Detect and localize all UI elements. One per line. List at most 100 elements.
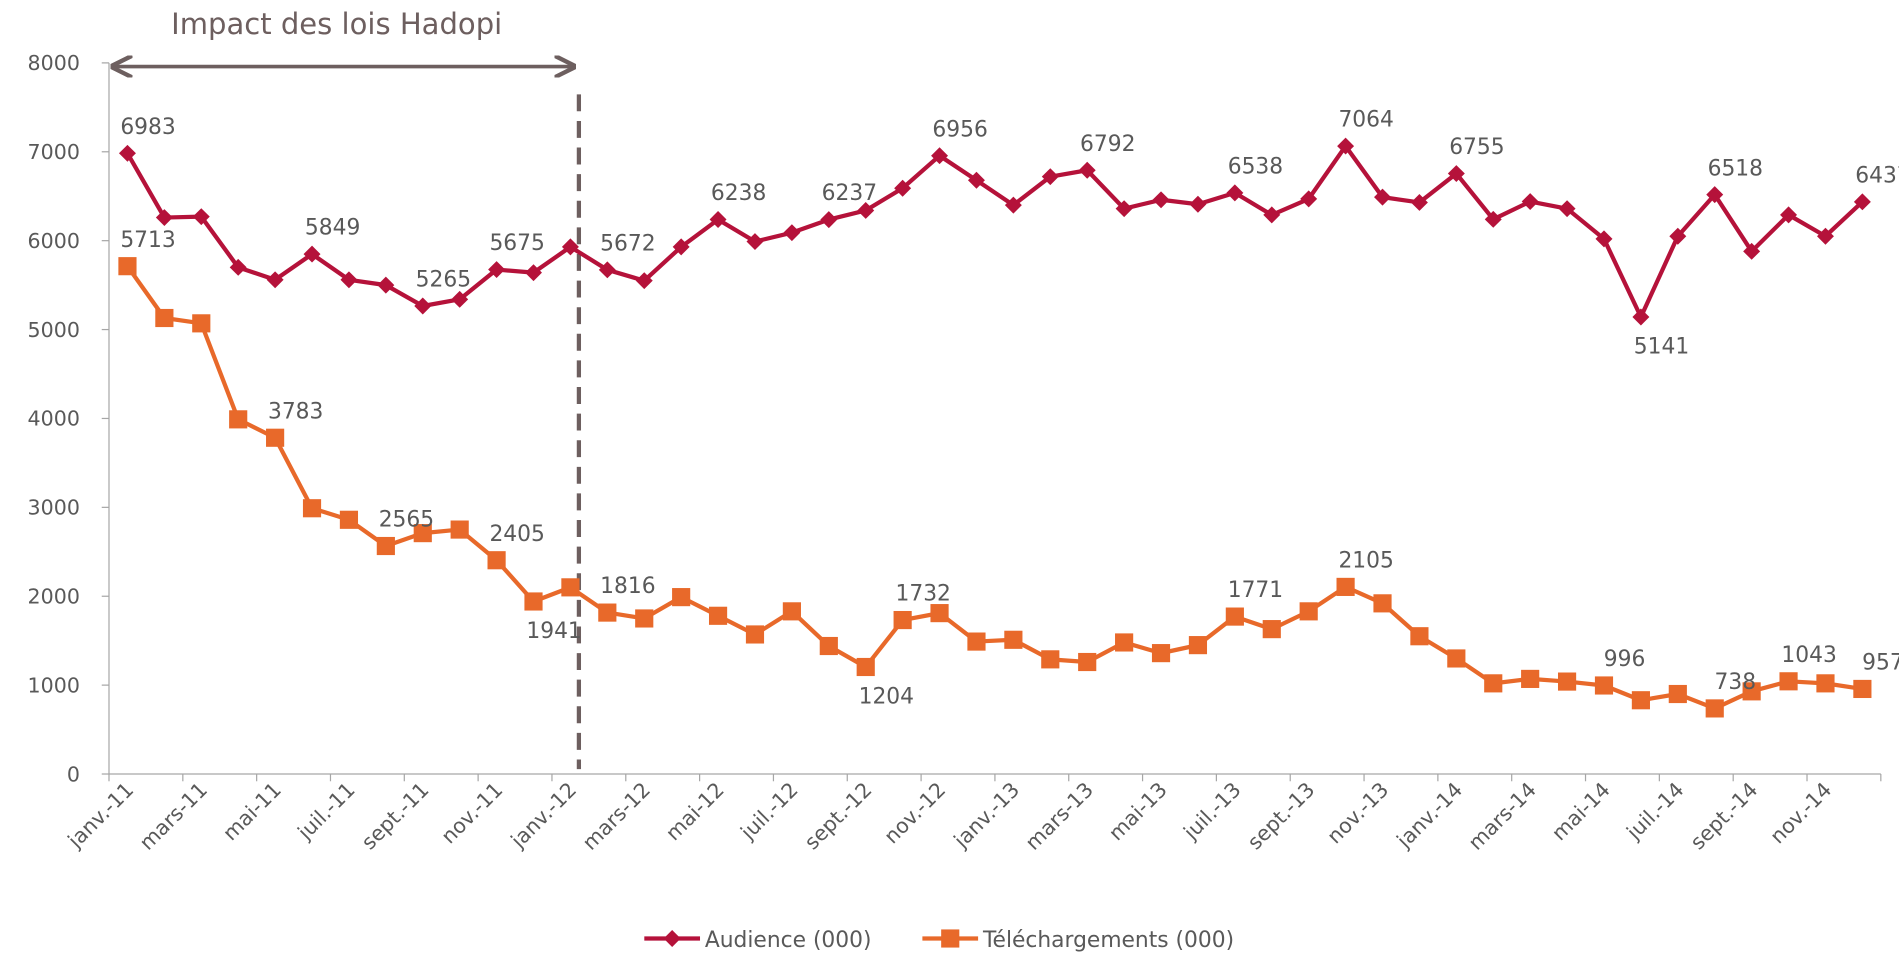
point bbox=[487, 551, 506, 570]
data-label: 2405 bbox=[489, 522, 544, 547]
x-tick-label: nov.-12 bbox=[879, 778, 950, 849]
point bbox=[340, 271, 358, 289]
y-tick-label: 0 bbox=[67, 762, 80, 786]
data-label: 6983 bbox=[120, 115, 175, 140]
point bbox=[931, 147, 949, 165]
point bbox=[1816, 227, 1834, 245]
point bbox=[1373, 594, 1392, 613]
data-label: 6538 bbox=[1228, 155, 1283, 180]
point bbox=[1004, 630, 1023, 649]
x-tick-label: mai-11 bbox=[218, 778, 286, 846]
data-label: 1043 bbox=[1781, 643, 1836, 668]
data-label: 6755 bbox=[1449, 135, 1504, 160]
x-tick-label: juil.-12 bbox=[735, 778, 802, 845]
point bbox=[377, 276, 395, 294]
point bbox=[1299, 602, 1318, 621]
legend-label: Audience (000) bbox=[705, 928, 872, 953]
point bbox=[1594, 676, 1614, 695]
point bbox=[1779, 672, 1798, 691]
point bbox=[941, 929, 960, 948]
point bbox=[1152, 191, 1170, 209]
point bbox=[1705, 699, 1724, 718]
point bbox=[1558, 200, 1576, 218]
point bbox=[635, 609, 654, 628]
series: 5713 3783 2565 2405 1941 1816 1204 1732 1771 2105… bbox=[118, 228, 1899, 718]
x-tick-label: mai-13 bbox=[1104, 778, 1172, 846]
data-label: 7064 bbox=[1338, 108, 1393, 133]
point bbox=[1743, 242, 1761, 260]
y-tick-label: 2000 bbox=[28, 585, 80, 609]
data-label: 2105 bbox=[1338, 549, 1393, 574]
point bbox=[894, 179, 912, 197]
x-tick-label: sept.-11 bbox=[357, 778, 434, 855]
point bbox=[192, 208, 210, 226]
point bbox=[1632, 308, 1650, 326]
data-label: 3783 bbox=[268, 399, 323, 424]
point bbox=[1853, 679, 1872, 699]
x-tick-label: janv.-12 bbox=[505, 778, 581, 854]
point bbox=[635, 272, 653, 290]
point bbox=[672, 588, 691, 607]
point bbox=[1374, 188, 1391, 206]
x-tick-label: juil.-14 bbox=[1621, 778, 1688, 845]
y-tick-label: 3000 bbox=[28, 496, 80, 520]
point bbox=[1410, 627, 1429, 646]
x-tick-label: janv.-13 bbox=[948, 778, 1024, 854]
point bbox=[266, 428, 285, 447]
point bbox=[339, 510, 359, 529]
point bbox=[1484, 210, 1502, 228]
point bbox=[414, 297, 432, 315]
legend-label: Téléchargements (000) bbox=[982, 928, 1234, 953]
point bbox=[1078, 161, 1096, 179]
point bbox=[663, 930, 681, 947]
point bbox=[967, 632, 986, 651]
y-tick-label: 4000 bbox=[28, 407, 80, 431]
data-label: 6238 bbox=[711, 181, 766, 206]
point bbox=[1410, 193, 1428, 211]
point bbox=[1742, 682, 1761, 701]
y-tick-label: 6000 bbox=[28, 229, 80, 253]
point bbox=[1521, 193, 1539, 211]
x-tick-label: sept.-14 bbox=[1686, 778, 1763, 855]
point bbox=[1151, 644, 1171, 663]
data-label: 6518 bbox=[1708, 156, 1763, 181]
point bbox=[1262, 620, 1281, 639]
point bbox=[1447, 165, 1465, 183]
point bbox=[192, 314, 211, 333]
data-label: 2565 bbox=[379, 508, 434, 533]
y-tick-label: 7000 bbox=[28, 140, 80, 164]
x-tick-label: sept.-13 bbox=[1243, 778, 1320, 855]
data-label: 957 bbox=[1862, 651, 1899, 676]
point bbox=[1816, 674, 1835, 693]
data-label: 5141 bbox=[1634, 334, 1689, 359]
x-tick-label: mars-11 bbox=[135, 778, 212, 855]
series: 6983 5849 5265 5675 5672 6238 6237 6956 6792 6538… bbox=[118, 108, 1899, 359]
point bbox=[1669, 227, 1687, 245]
point bbox=[820, 211, 838, 229]
point bbox=[561, 578, 580, 597]
point bbox=[1780, 206, 1798, 224]
point bbox=[1078, 652, 1097, 672]
point bbox=[155, 308, 174, 328]
point bbox=[1300, 190, 1318, 208]
x-tick-label: nov.-14 bbox=[1765, 778, 1836, 849]
data-label: 5265 bbox=[416, 268, 471, 293]
point bbox=[598, 261, 616, 279]
point bbox=[709, 211, 727, 228]
point bbox=[450, 520, 469, 539]
annotation-text: Impact des lois Hadopi bbox=[171, 7, 502, 41]
point bbox=[413, 524, 432, 543]
point bbox=[118, 257, 137, 276]
data-label: 996 bbox=[1604, 647, 1646, 672]
data-label: 1204 bbox=[859, 684, 914, 709]
point bbox=[1706, 186, 1724, 204]
point bbox=[524, 592, 543, 611]
point bbox=[1041, 168, 1059, 186]
x-tick-label: juil.-11 bbox=[292, 778, 359, 845]
point bbox=[376, 536, 395, 556]
point bbox=[1853, 193, 1871, 211]
point bbox=[967, 171, 985, 189]
point bbox=[1226, 184, 1244, 202]
point bbox=[302, 499, 322, 518]
point bbox=[1225, 607, 1244, 626]
